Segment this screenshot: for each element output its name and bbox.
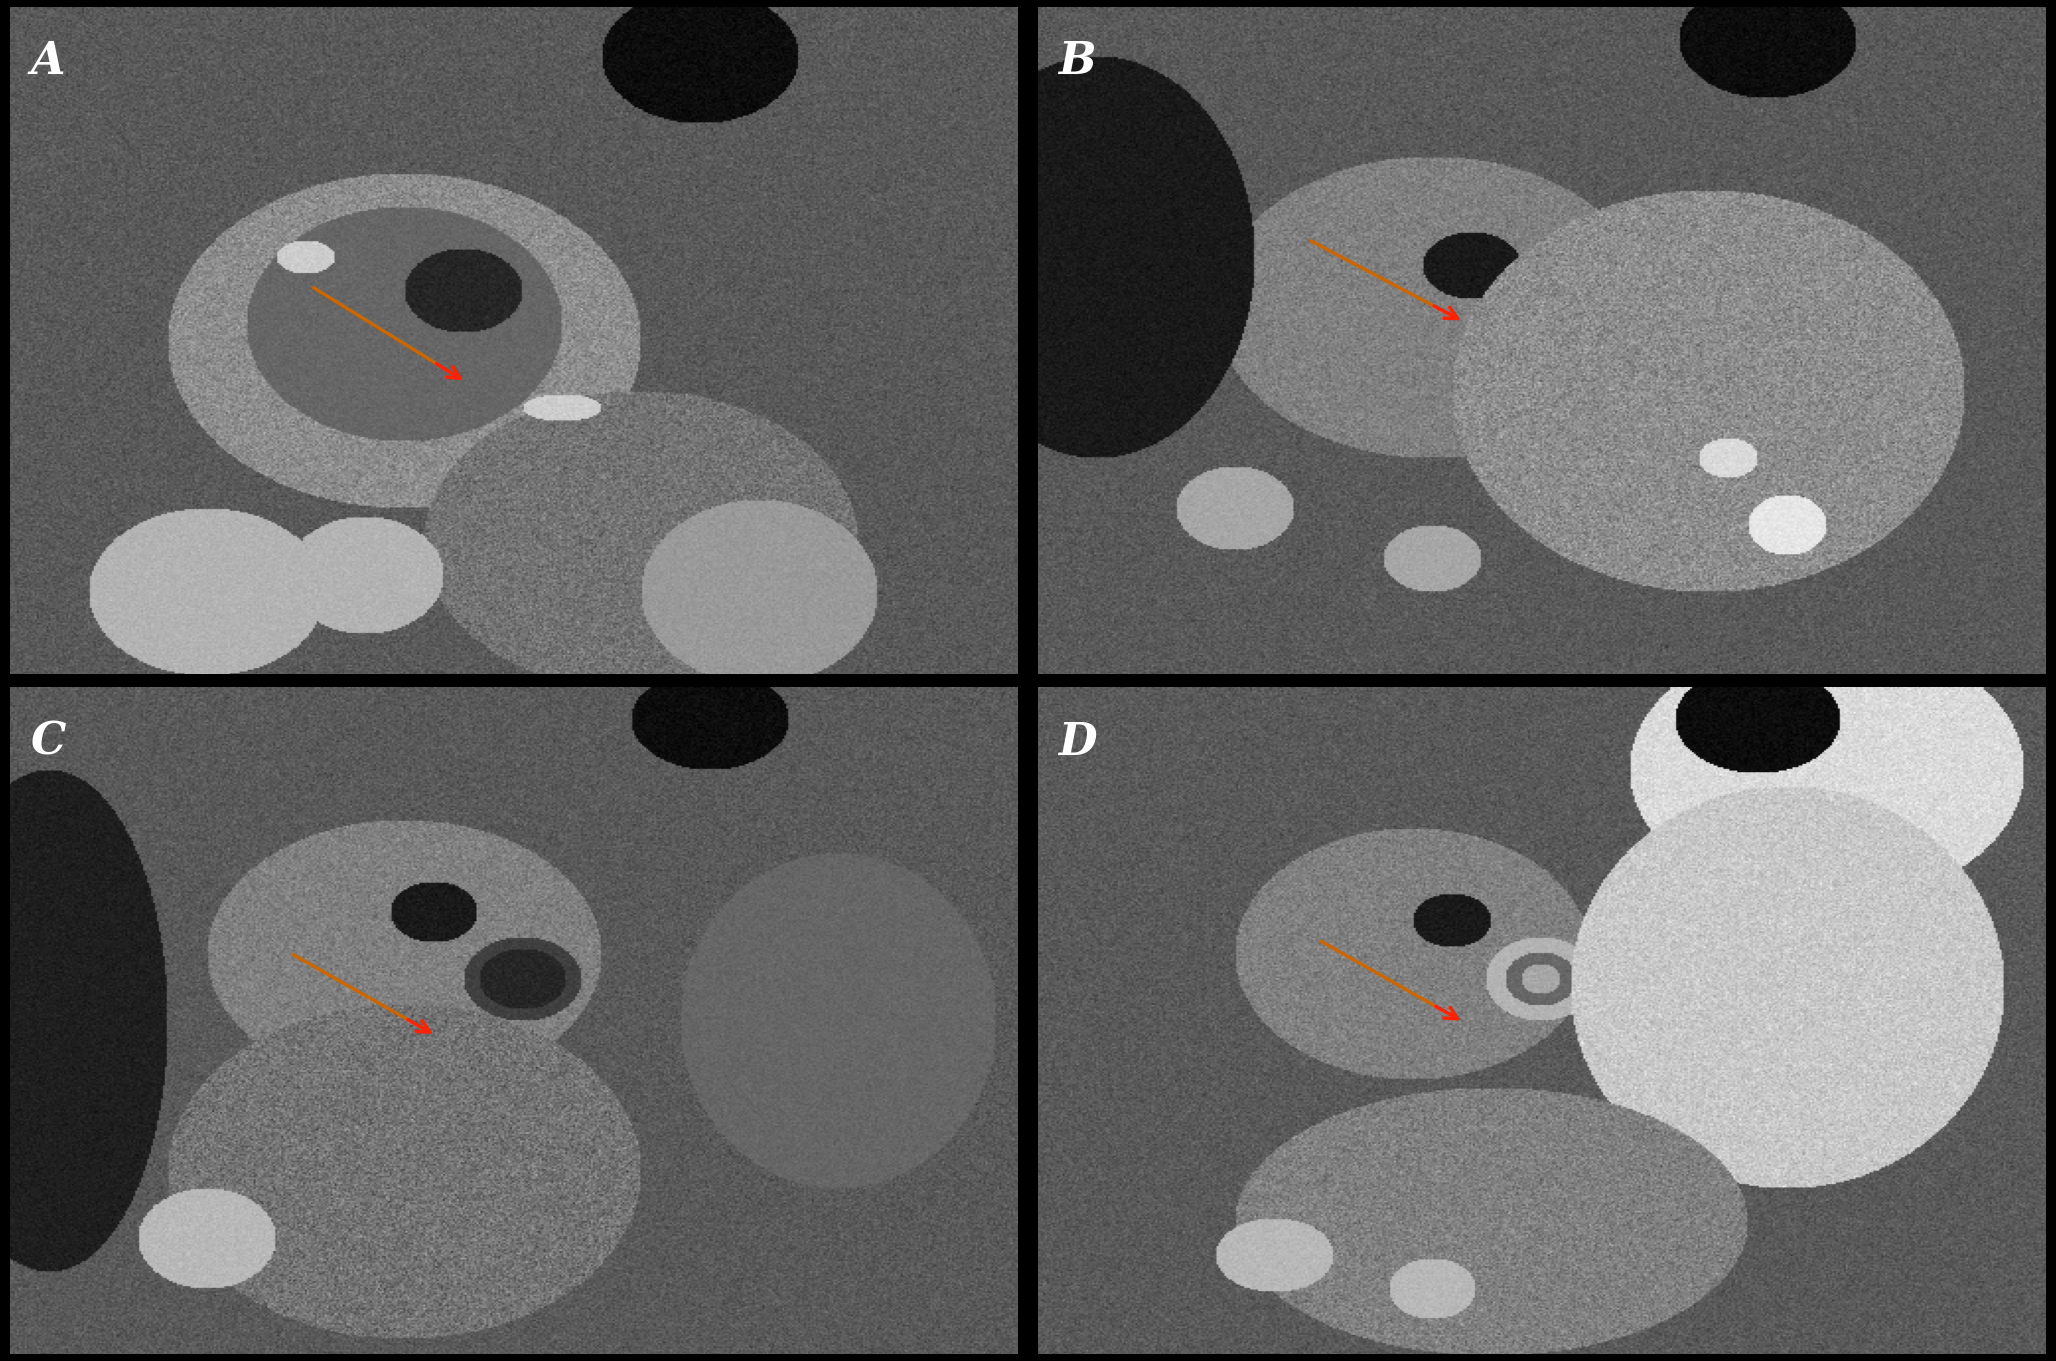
Text: C: C	[31, 720, 66, 764]
Text: B: B	[1059, 41, 1096, 83]
Text: D: D	[1059, 720, 1096, 764]
Text: A: A	[31, 41, 66, 83]
